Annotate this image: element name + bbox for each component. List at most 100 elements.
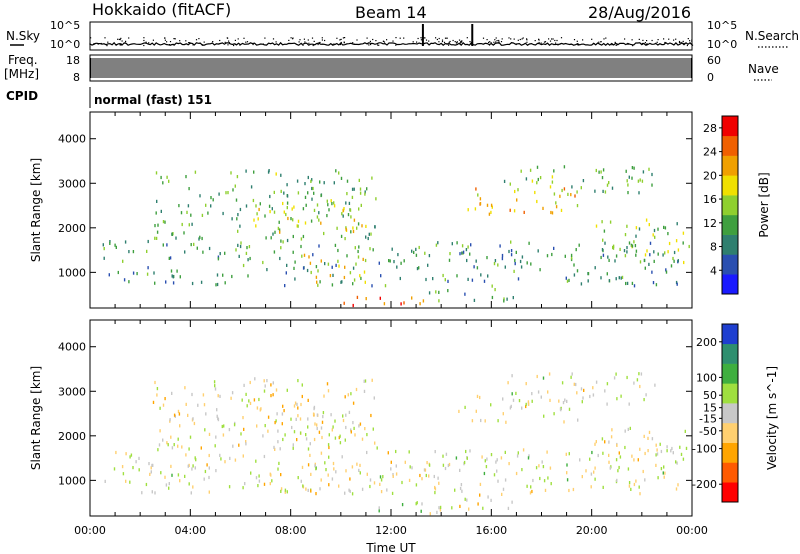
echo-cell [354, 246, 356, 250]
echo-cell [176, 269, 178, 273]
echo-cell [299, 417, 302, 421]
echo-cell [411, 466, 413, 470]
echo-cell [438, 290, 440, 294]
echo-cell [529, 168, 532, 172]
echo-cell [350, 230, 352, 234]
echo-cell [551, 175, 554, 179]
echo-cell [327, 473, 329, 477]
echo-cell [459, 252, 461, 256]
echo-cell [505, 420, 507, 424]
echo-cell [341, 212, 343, 216]
echo-cell [318, 244, 320, 248]
echo-cell [643, 434, 645, 438]
echo-cell [438, 299, 440, 303]
echo-cell [236, 217, 238, 221]
echo-cell [568, 452, 570, 456]
echo-cell [541, 460, 543, 464]
echo-cell [181, 222, 183, 227]
nsearch-point [515, 43, 517, 46]
echo-cell [340, 280, 342, 284]
echo-cell [562, 401, 565, 405]
echo-cell [330, 413, 332, 417]
echo-cell [135, 460, 137, 464]
colorbar-tick-label: 28 [703, 122, 717, 135]
echo-cell [555, 201, 557, 205]
echo-cell [493, 473, 496, 477]
echo-cell [415, 502, 417, 506]
echo-cell [335, 263, 337, 267]
range-tick-label: 4000 [58, 341, 86, 354]
echo-cell [542, 206, 544, 210]
echo-cell [152, 400, 155, 404]
nsearch-point [148, 42, 150, 44]
echo-cell [648, 167, 650, 171]
echo-cell [644, 253, 647, 257]
echo-cell [544, 488, 547, 492]
nsearch-point [603, 38, 605, 40]
echo-cell [269, 472, 271, 476]
nsearch-point [302, 44, 304, 46]
nsearch-point [264, 37, 266, 39]
echo-cell [503, 297, 505, 301]
echo-cell [346, 179, 349, 183]
echo-cell [333, 204, 336, 208]
echo-cell [293, 404, 296, 408]
colorbar-swatch [722, 422, 738, 443]
echo-cell [351, 465, 354, 469]
echo-cell [156, 199, 158, 203]
echo-cell [615, 254, 618, 258]
echo-cell [573, 382, 575, 386]
colorbar-tick-label: 15 [703, 402, 717, 415]
colorbar-tick-label: 12 [703, 217, 717, 230]
echo-cell [364, 427, 366, 431]
echo-cell [576, 204, 579, 208]
echo-cell [286, 206, 288, 210]
echo-cell [601, 220, 603, 224]
nsearch-point [199, 42, 201, 44]
nsearch-point [119, 39, 121, 41]
echo-cell [635, 234, 637, 238]
echo-cell [293, 205, 295, 209]
echo-cell [234, 458, 237, 462]
echo-cell [258, 479, 261, 483]
echo-cell [320, 193, 322, 198]
echo-cell [571, 372, 573, 376]
nsearch-point [691, 44, 694, 46]
echo-cell [287, 216, 289, 221]
echo-cell [627, 467, 630, 471]
echo-cell [340, 176, 343, 180]
echo-cell [201, 236, 203, 241]
echo-cell [184, 386, 186, 390]
nsearch-point [203, 41, 205, 43]
echo-cell [115, 450, 117, 455]
nsearch-point [663, 38, 665, 40]
echo-cell [514, 258, 516, 263]
echo-cell [451, 506, 453, 510]
echo-cell [263, 454, 266, 459]
nsearch-point [173, 38, 175, 40]
echo-cell [320, 259, 322, 263]
echo-cell [173, 413, 176, 417]
echo-cell [390, 460, 392, 464]
nsearch-point [188, 42, 190, 44]
echo-cell [633, 284, 636, 288]
echo-cell [631, 454, 633, 458]
echo-cell [444, 278, 446, 282]
echo-cell [270, 383, 272, 387]
echo-cell [327, 389, 330, 393]
echo-cell [187, 413, 189, 417]
echo-cell [447, 463, 450, 468]
echo-cell [633, 240, 635, 244]
echo-cell [177, 444, 179, 448]
echo-cell [354, 433, 356, 437]
echo-cell [345, 469, 347, 473]
nsearch-point [673, 39, 675, 41]
echo-cell [290, 417, 292, 421]
echo-cell [642, 170, 645, 174]
echo-cell [146, 272, 149, 276]
echo-cell [512, 296, 514, 300]
echo-cell [256, 212, 258, 216]
nsearch-point [646, 43, 648, 45]
echo-cell [419, 302, 421, 306]
echo-cell [497, 263, 499, 267]
